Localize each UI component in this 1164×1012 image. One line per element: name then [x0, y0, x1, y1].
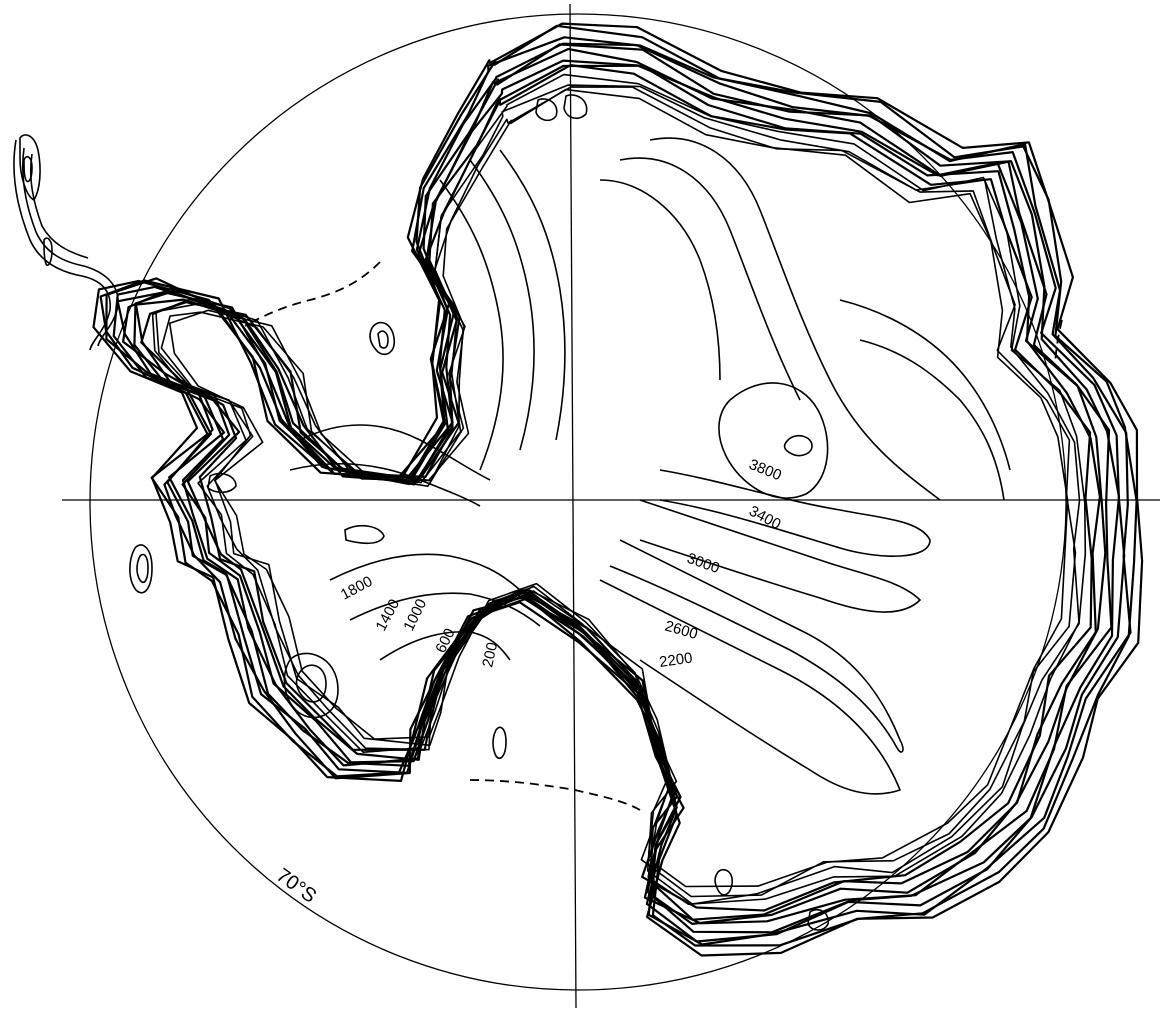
contour-label-200: 200 [479, 641, 501, 669]
coastal-contour-ring [116, 43, 1121, 934]
contour-label-3000: 3000 [685, 550, 722, 577]
coastal-contour-ring [133, 59, 1107, 925]
plateau-contours [289, 137, 1011, 795]
contour-label-1000: 1000 [400, 596, 430, 633]
coastal-contour-ring [122, 47, 1113, 925]
ice-shelf-front-weddell [469, 779, 641, 811]
ice-shelf-front-ross [244, 261, 381, 327]
contour-label-1400: 1400 [373, 596, 404, 633]
contour-label-1800: 1800 [338, 573, 375, 604]
coastal-contour-ring [99, 24, 1138, 947]
coastal-contour-ring [112, 42, 1126, 943]
meridian-vertical [569, 3, 577, 1009]
coastal-contour-ring [168, 88, 1069, 888]
contour-label-2200: 2200 [658, 649, 693, 670]
coastal-contour-ring [160, 86, 1077, 898]
contour-label-3400: 3400 [746, 503, 783, 534]
coastal-contour-ring [155, 84, 1081, 905]
peninsula-contours [13, 134, 119, 351]
contour-label-3800: 3800 [747, 456, 784, 484]
coastal-contour-ring [134, 64, 1101, 921]
ice-shelf-front-amery [1054, 319, 1063, 365]
coastal-contour-ring [151, 73, 1087, 905]
contour-label-2600: 2600 [663, 618, 700, 644]
elevation-contours [92, 22, 1144, 957]
latitude-circle-70s [89, 13, 1067, 991]
